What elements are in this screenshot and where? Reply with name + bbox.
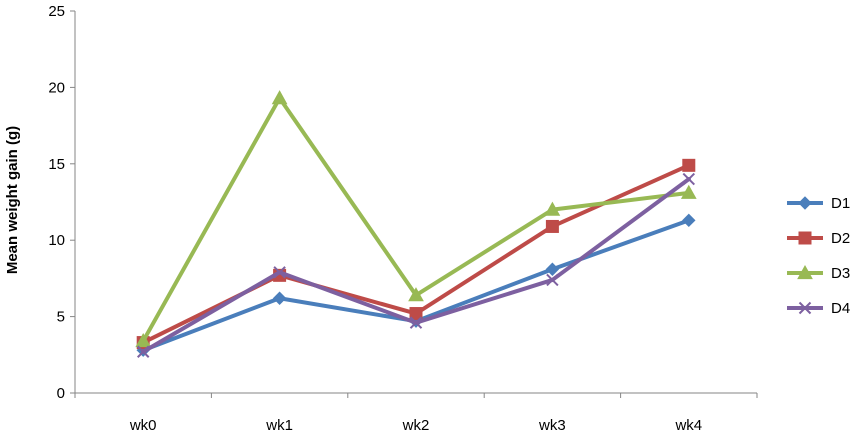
data-point-d2: [409, 307, 423, 321]
legend-item-d4: D4: [787, 300, 850, 317]
x-marker-stroke: [798, 301, 812, 315]
legend-label-d3: D3: [831, 265, 850, 282]
legend-item-d1: D1: [787, 195, 850, 212]
data-point-d3: [271, 90, 288, 105]
data-point-d4: [136, 345, 150, 358]
data-point-d3: [135, 333, 152, 348]
data-point-d2: [682, 158, 696, 172]
data-point-d4: [546, 273, 559, 287]
series-lines: [135, 90, 697, 358]
data-point-d3: [544, 201, 561, 216]
x-tick-label: wk0: [129, 417, 157, 434]
legend-marker-d1: [798, 196, 812, 210]
series-d3: [135, 90, 697, 348]
x-tick-label: wk3: [538, 417, 566, 434]
y-tick-label: 25: [48, 3, 65, 20]
x-marker-stroke: [682, 172, 696, 186]
data-point-d4: [682, 172, 696, 186]
x-axis: wk0 wk1 wk2 wk3 wk4: [74, 392, 758, 434]
x-marker-stroke: [273, 266, 286, 279]
data-point-d3: [680, 184, 697, 199]
legend: D1 D2 D3 D4: [787, 195, 850, 317]
x-tick-label: wk1: [265, 417, 293, 434]
data-point-d1: [682, 213, 696, 228]
y-axis: 0 5 10 15 20 25: [48, 3, 76, 402]
y-axis-title: Mean weight gain (g): [4, 126, 21, 274]
legend-marker-d4: [798, 301, 812, 315]
y-tick-label: 10: [48, 232, 65, 249]
data-point-d1: [545, 262, 560, 276]
x-marker-stroke: [409, 316, 423, 329]
x-tick-label: wk4: [674, 417, 702, 434]
legend-marker-d3: [797, 264, 813, 280]
legend-item-d3: D3: [787, 264, 850, 282]
y-tick-label: 5: [57, 309, 65, 326]
data-point-d2: [545, 219, 559, 233]
legend-label-d1: D1: [831, 195, 850, 212]
data-point-d4: [409, 316, 423, 329]
legend-marker-d2: [798, 231, 812, 245]
x-tick-label: wk2: [402, 417, 430, 434]
y-tick-label: 15: [48, 156, 65, 173]
series-d4: [136, 172, 696, 358]
data-point-d3: [408, 287, 424, 302]
legend-item-d2: D2: [787, 230, 850, 247]
y-tick-label: 0: [57, 385, 65, 402]
data-point-d1: [272, 291, 287, 305]
data-point-d4: [273, 266, 286, 279]
legend-label-d2: D2: [831, 230, 850, 247]
x-marker-stroke: [136, 345, 150, 358]
y-tick-label: 20: [48, 79, 65, 96]
x-marker-stroke: [546, 273, 559, 287]
legend-label-d4: D4: [831, 300, 850, 317]
